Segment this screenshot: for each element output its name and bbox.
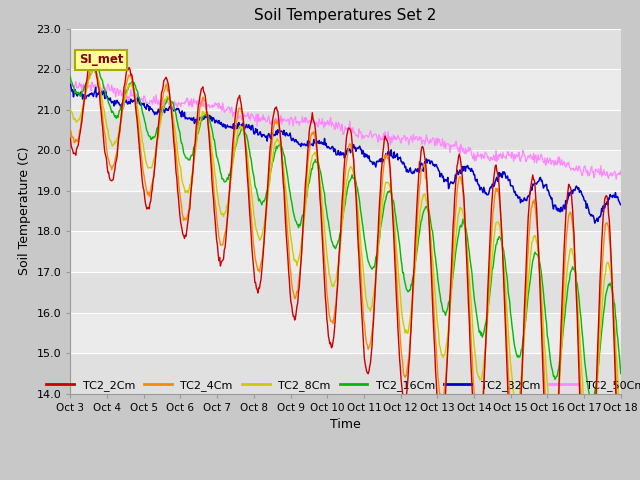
Legend: TC2_2Cm, TC2_4Cm, TC2_8Cm, TC2_16Cm, TC2_32Cm, TC2_50Cm: TC2_2Cm, TC2_4Cm, TC2_8Cm, TC2_16Cm, TC2… — [42, 375, 640, 396]
Text: SI_met: SI_met — [79, 53, 123, 66]
Y-axis label: Soil Temperature (C): Soil Temperature (C) — [18, 147, 31, 276]
Bar — [70, 69, 621, 110]
Bar — [70, 29, 621, 69]
Bar — [70, 353, 621, 394]
Bar — [70, 150, 621, 191]
Bar — [70, 312, 621, 353]
Title: Soil Temperatures Set 2: Soil Temperatures Set 2 — [255, 9, 436, 24]
Bar — [70, 231, 621, 272]
Bar — [70, 191, 621, 231]
Bar — [70, 272, 621, 312]
Bar — [70, 110, 621, 150]
X-axis label: Time: Time — [330, 418, 361, 431]
